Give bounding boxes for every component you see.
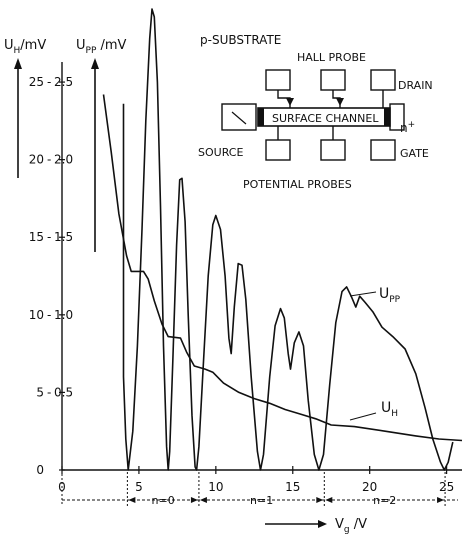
y-left-tick-label: 25 [29, 75, 44, 89]
svg-text:Vg /V: Vg /V [335, 517, 367, 535]
y-tick-dash: - [47, 308, 51, 322]
range-label: n=0 [152, 494, 175, 507]
svg-text:UPP: UPP [379, 286, 401, 305]
range-arrow-right [190, 497, 198, 503]
range-arrow-right [316, 497, 324, 503]
range-arrow-left [199, 497, 207, 503]
gate-label: GATE [400, 147, 429, 160]
upp-curve [122, 8, 454, 471]
y-tick-dash: - [47, 385, 51, 399]
range-label: n=1 [250, 494, 273, 507]
hall-probe-label: HALL PROBE [297, 51, 366, 64]
svg-text:UH: UH [381, 400, 398, 419]
range-arrow-right [437, 497, 445, 503]
range-label: n=2 [373, 494, 396, 507]
channel-label: SURFACE CHANNEL [272, 112, 379, 125]
x-tick-label: 20 [362, 480, 377, 494]
y-right-tick-label: 1.5 [54, 230, 73, 244]
y-left-tick-label: 0 [36, 463, 44, 477]
x-tick-label: 10 [208, 480, 223, 494]
y-tick-dash: - [47, 153, 51, 167]
y-tick-dash: - [47, 75, 51, 89]
y-left-tick-label: 20 [29, 153, 44, 167]
range-arrow-left [128, 497, 136, 503]
device-inset: p-SUBSTRATE HALL PROBE DRAIN SOURCE GATE… [198, 33, 433, 191]
y-right-axis-title: UPP /mV [76, 38, 127, 56]
upp-series-label: UPP [349, 286, 401, 305]
landau-level-ranges: n=0 n=1 n=2 [61, 470, 458, 507]
x-tick-label: 15 [285, 480, 300, 494]
y-left-arrow [14, 58, 22, 178]
x-axis-title: Vg /V [265, 517, 367, 535]
y-left-axis-title: UH/mV [4, 38, 46, 56]
y-right-tick-label: 2.0 [54, 153, 73, 167]
y-tick-dash: - [47, 230, 51, 244]
y-left-tick-label: 5 [36, 385, 44, 399]
substrate-label: p-SUBSTRATE [200, 33, 281, 47]
y-right-tick-label: 1.0 [54, 308, 73, 322]
y-left-tick-label: 10 [29, 308, 44, 322]
x-tick-label: 25 [439, 480, 454, 494]
y-right-tick-label: 2.5 [54, 75, 73, 89]
n-plus-label: n+ [400, 120, 415, 135]
y-ticks: 05 -10 -15 -20 -25 -0.51.01.52.02.5 [29, 75, 73, 477]
range-arrow-left [325, 497, 333, 503]
uh-curve [102, 94, 463, 442]
potential-probes-label: POTENTIAL PROBES [243, 178, 352, 191]
uh-series-label: UH [349, 400, 398, 421]
x-tick-label: 5 [135, 480, 143, 494]
y-right-tick-label: 0.5 [54, 385, 73, 399]
source-label: SOURCE [198, 146, 243, 159]
y-right-arrow [91, 58, 99, 252]
drain-label: DRAIN [398, 79, 433, 92]
y-left-tick-label: 15 [29, 230, 44, 244]
